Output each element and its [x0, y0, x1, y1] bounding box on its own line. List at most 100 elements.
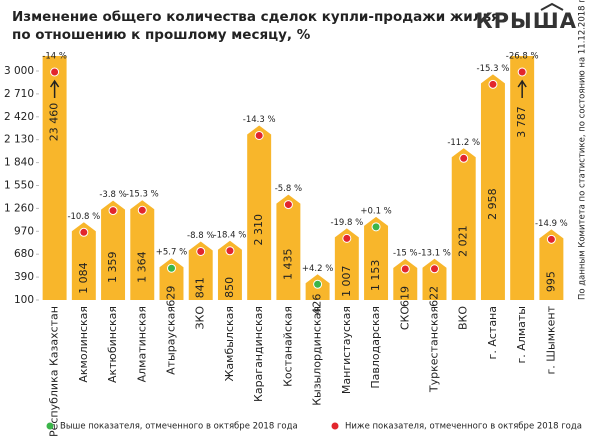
- bar: [159, 258, 184, 300]
- change-dot: [79, 227, 89, 237]
- change-label: -19.8 %: [330, 218, 363, 228]
- change-dot: [225, 246, 235, 256]
- change-dot: [371, 222, 381, 232]
- chart-subtitle: по отношению к прошлому месяцу, %: [12, 27, 311, 43]
- bar: [393, 259, 418, 300]
- bar: [539, 229, 564, 300]
- change-label: -15 %: [393, 249, 418, 259]
- value-label: 3 787: [515, 106, 528, 138]
- bar: [276, 194, 301, 300]
- change-label: -26.8 %: [506, 52, 539, 62]
- change-dot: [459, 153, 469, 163]
- y-tick-label: 2 420: [4, 111, 34, 123]
- x-tick-label: Алматинская: [135, 306, 148, 382]
- bar: [510, 56, 535, 300]
- change-dot: [50, 67, 60, 77]
- bar: [422, 258, 447, 300]
- change-dot: [313, 279, 323, 289]
- bar: [101, 200, 126, 300]
- x-tick-label: ВКО: [457, 306, 470, 330]
- legend-label: Ниже показателя, отмеченного в октябре 2…: [345, 422, 582, 432]
- value-label: 2 958: [486, 188, 499, 220]
- overflow-arrow-head: [49, 79, 60, 88]
- change-label: -10.8 %: [67, 212, 100, 222]
- value-label: 1 153: [369, 260, 382, 292]
- value-label: 622: [428, 286, 441, 307]
- change-dot: [196, 246, 206, 256]
- change-dot: [167, 263, 176, 273]
- source-note: По данным Комитета по статистике, по сос…: [578, 0, 588, 300]
- change-label: +0.1 %: [360, 206, 391, 216]
- value-label: 1 364: [135, 251, 148, 283]
- y-tick-label: 970: [14, 225, 34, 237]
- x-tick-label: Костанайская: [281, 306, 294, 387]
- bar: [247, 125, 272, 300]
- value-label: 619: [398, 286, 411, 307]
- change-label: -14 %: [42, 52, 67, 62]
- y-tick-label: 2 130: [4, 134, 34, 146]
- change-dot: [137, 205, 147, 215]
- x-tick-label: Акмолинская: [77, 306, 90, 383]
- change-label: -14.9 %: [535, 219, 568, 229]
- change-label: +4.2 %: [302, 264, 333, 274]
- change-dot: [517, 67, 527, 77]
- value-label: 1 007: [340, 265, 353, 297]
- x-tick-label: г. Астана: [486, 306, 499, 359]
- chart-title: Изменение общего количества сделок купли…: [12, 9, 500, 25]
- change-label: -5.8 %: [275, 184, 302, 194]
- change-dot: [400, 264, 410, 274]
- x-tick-label: Кызылординская: [311, 306, 324, 406]
- change-label: +5.7 %: [156, 248, 187, 258]
- y-tick-label: 100: [14, 294, 34, 306]
- x-tick-label: г. Алматы: [515, 306, 528, 363]
- plot: [42, 56, 564, 300]
- value-label: 1 359: [106, 252, 119, 284]
- bar: [42, 56, 67, 300]
- x-tick-label: Жамбылская: [223, 306, 236, 381]
- y-tick-label: 390: [14, 271, 34, 283]
- value-label: 1 084: [77, 262, 90, 294]
- change-dot: [254, 130, 264, 140]
- legend-label: Выше показателя, отмеченного в октябре 2…: [60, 422, 298, 432]
- change-dot: [430, 264, 439, 274]
- x-tick-label: Туркестанская: [428, 306, 441, 393]
- change-dot: [108, 206, 118, 216]
- change-label: -14.3 %: [243, 115, 276, 125]
- value-label: 850: [223, 277, 236, 298]
- bar: [364, 216, 389, 300]
- y-tick-label: 1 550: [4, 180, 34, 192]
- legend-marker: [46, 422, 54, 430]
- x-tick-label: Мангистауская: [340, 306, 353, 394]
- logo: КРЫША: [475, 9, 577, 33]
- y-tick-label: 1 840: [4, 157, 34, 169]
- value-label: 23 460: [48, 103, 61, 142]
- y-tick-label: 2 710: [4, 88, 34, 100]
- change-dot: [283, 200, 293, 210]
- x-tick-label: Атырауская: [165, 306, 178, 375]
- bar: [334, 228, 359, 300]
- value-label: 841: [194, 277, 207, 298]
- bar: [451, 148, 476, 300]
- value-label: 2 310: [252, 214, 265, 246]
- change-label: -3.8 %: [99, 190, 126, 200]
- y-tick-label: 680: [14, 248, 34, 260]
- value-label: 995: [544, 271, 557, 292]
- change-label: -15.3 %: [126, 190, 159, 200]
- x-tick-label: Павлодарская: [369, 306, 382, 389]
- change-label: -15.3 %: [477, 64, 510, 74]
- value-label: 1 435: [281, 249, 294, 281]
- y-tick-label: 1 260: [4, 202, 34, 214]
- bar: [71, 222, 96, 300]
- x-tick-label: ЗКО: [194, 306, 207, 330]
- x-tick-label: Республика Казахстан: [48, 306, 61, 437]
- x-tick-label: СКО: [398, 306, 411, 330]
- bar: [130, 200, 155, 300]
- change-dot: [342, 233, 352, 243]
- bar: [217, 240, 242, 300]
- overflow-arrow-head: [517, 79, 527, 88]
- value-label: 629: [165, 286, 178, 307]
- value-label: 2 021: [457, 225, 470, 257]
- change-label: -18.4 %: [214, 230, 247, 240]
- change-label: -13.1 %: [418, 248, 451, 258]
- y-tick-label: 3 000: [4, 65, 34, 77]
